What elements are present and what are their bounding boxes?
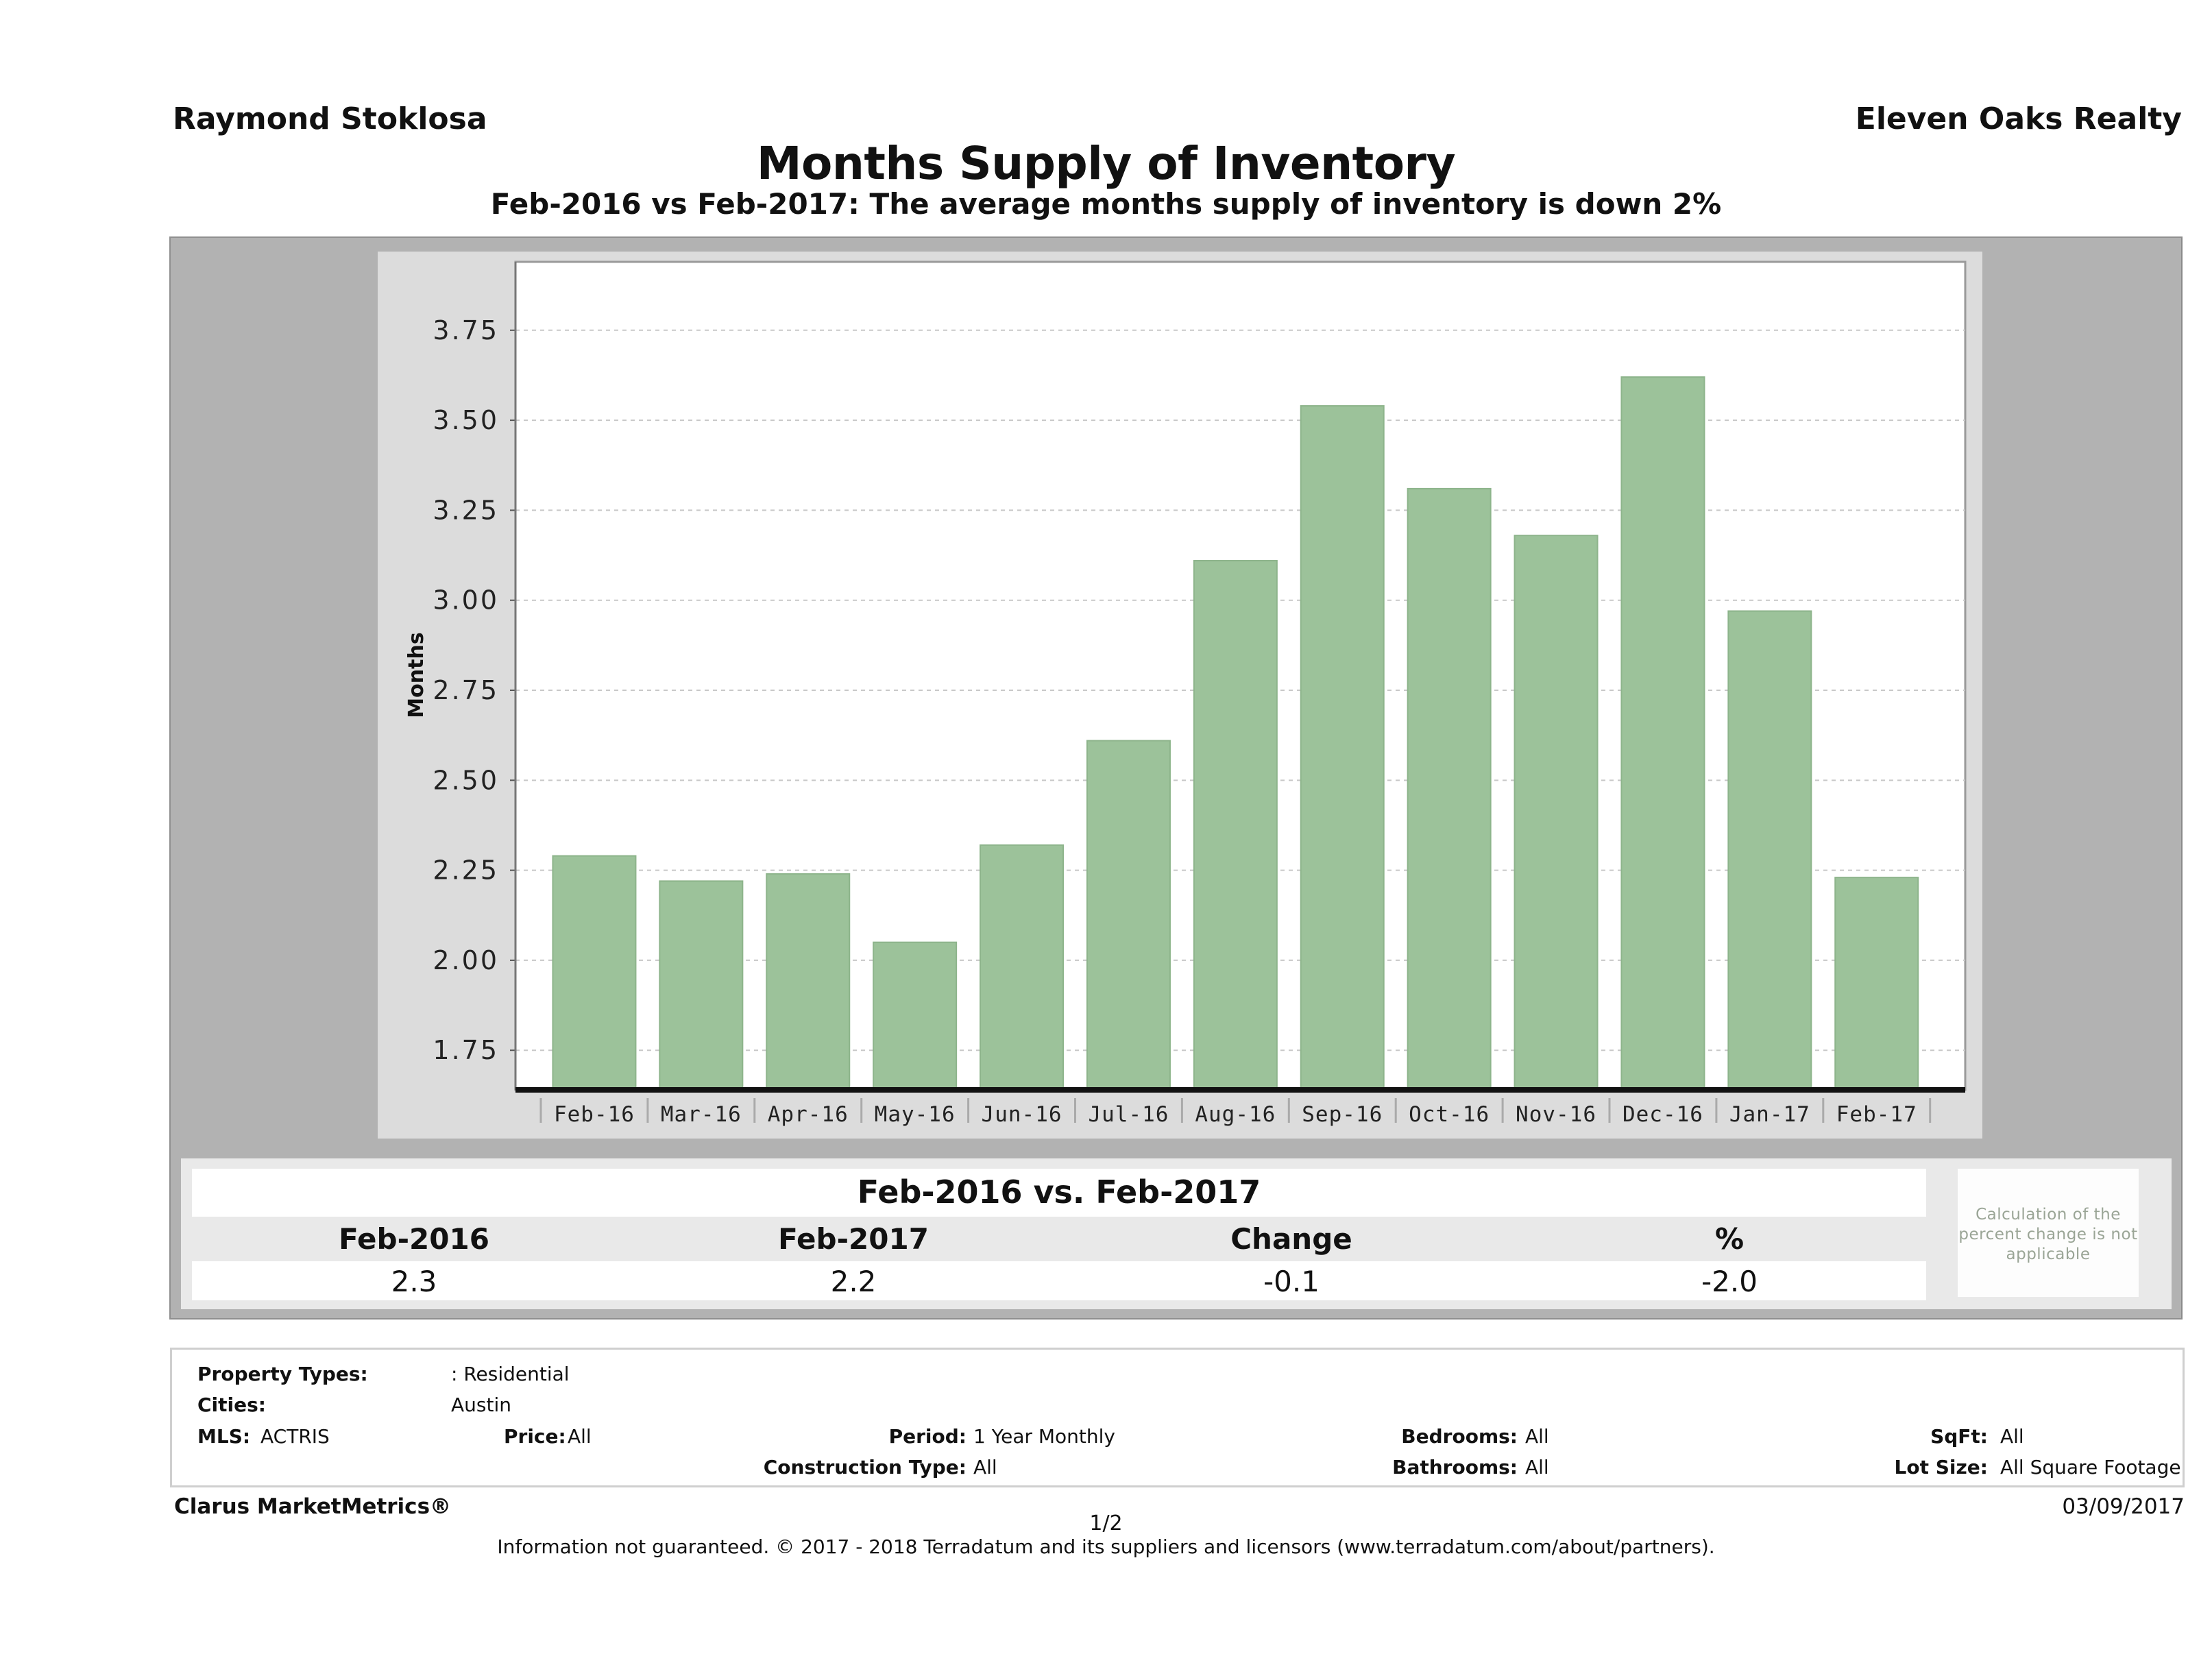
property-types-label: Property Types: — [197, 1363, 368, 1385]
bar-feb-17 — [1834, 877, 1919, 1091]
bar-sep-16 — [1300, 405, 1385, 1091]
bar-jan-17 — [1727, 610, 1812, 1091]
x-tick-label: Feb-17 — [1836, 1102, 1917, 1127]
mls-value: ACTRIS — [260, 1425, 330, 1448]
x-tick-label: Apr-16 — [768, 1102, 849, 1127]
price-label: Price: — [504, 1425, 566, 1448]
footer-brand: Clarus MarketMetrics® — [174, 1494, 452, 1519]
y-tick-label: 2.00 — [433, 945, 499, 975]
cities-label: Cities: — [197, 1394, 266, 1416]
percent-note: Calculation of the percent change is not… — [1958, 1206, 2138, 1263]
bar-jul-16 — [1086, 740, 1171, 1091]
report-date: 03/09/2017 — [2062, 1494, 2185, 1519]
x-tick-label: Sep-16 — [1302, 1102, 1383, 1127]
x-tick-label: Nov-16 — [1516, 1102, 1596, 1127]
report-title: Months Supply of Inventory — [756, 137, 1456, 190]
x-tick-label: Mar-16 — [661, 1102, 742, 1127]
summary-header-feb-2016: Feb-2016 — [339, 1222, 489, 1256]
page-number: 1/2 — [1089, 1511, 1123, 1535]
y-tick-label: 3.50 — [433, 405, 499, 435]
sqft-label: SqFt: — [1930, 1425, 1988, 1448]
period-value: 1 Year Monthly — [973, 1425, 1116, 1448]
cities-value: Austin — [451, 1394, 511, 1416]
x-tick-label: Jan-17 — [1729, 1102, 1810, 1127]
summary-header-row — [192, 1217, 1926, 1261]
summary-header-percent: % — [1714, 1222, 1745, 1256]
y-axis-label: Months — [404, 632, 428, 718]
bar-jun-16 — [980, 844, 1065, 1091]
y-tick-label: 3.00 — [433, 585, 499, 616]
summary-header-change: Change — [1230, 1222, 1352, 1256]
y-tick-label: 2.75 — [433, 675, 499, 705]
bedrooms-value: All — [1525, 1425, 1549, 1448]
company-name: Eleven Oaks Realty — [1855, 101, 2182, 136]
bedrooms-label: Bedrooms: — [1401, 1425, 1518, 1448]
x-tick-label: Feb-16 — [554, 1102, 635, 1127]
summary-value-change: -0.1 — [1263, 1265, 1320, 1298]
summary-title-row — [192, 1169, 1926, 1217]
summary-header-feb-2017: Feb-2017 — [778, 1222, 929, 1256]
bar-mar-16 — [659, 880, 744, 1091]
summary-value-feb-2017: 2.2 — [830, 1265, 877, 1298]
bar-oct-16 — [1407, 487, 1492, 1091]
summary-values-row — [192, 1261, 1926, 1300]
price-value: All — [568, 1425, 592, 1448]
construction-type-label: Construction Type: — [763, 1456, 967, 1479]
summary-value-feb-2016: 2.3 — [391, 1265, 437, 1298]
disclaimer: Information not guaranteed. © 2017 - 201… — [497, 1535, 1715, 1558]
bar-apr-16 — [766, 873, 851, 1091]
x-tick-label: Oct-16 — [1409, 1102, 1490, 1127]
lot-size-label: Lot Size: — [1894, 1456, 1988, 1479]
mls-label: MLS: — [197, 1425, 251, 1448]
bathrooms-value: All — [1525, 1456, 1549, 1479]
lot-size-value: All Square Footage — [2000, 1456, 2181, 1479]
agent-name: Raymond Stoklosa — [173, 101, 487, 136]
bar-may-16 — [873, 941, 958, 1091]
summary-value-percent: -2.0 — [1701, 1265, 1758, 1298]
criteria-box — [170, 1348, 2185, 1487]
property-types-value: : Residential — [451, 1363, 570, 1385]
bar-chart: 1.75 2.00 2.25 2.50 2.75 3.00 3.25 3.50 3.75 Mont… — [404, 260, 1967, 1127]
y-tick-label: 3.25 — [433, 495, 499, 525]
bar-aug-16 — [1193, 559, 1278, 1091]
bar-feb-16 — [552, 855, 637, 1091]
bathrooms-label: Bathrooms: — [1392, 1456, 1518, 1479]
y-tick-label: 1.75 — [433, 1035, 499, 1065]
y-tick-label: 2.50 — [433, 765, 499, 795]
x-tick-label: Dec-16 — [1622, 1102, 1703, 1127]
sqft-value: All — [2000, 1425, 2024, 1448]
period-label: Period: — [888, 1425, 967, 1448]
report-subtitle: Feb-2016 vs Feb-2017: The average months… — [490, 187, 1722, 221]
summary-title: Feb-2016 vs. Feb-2017 — [857, 1174, 1261, 1211]
percent-note-box — [1958, 1169, 2139, 1297]
bar-nov-16 — [1514, 535, 1599, 1091]
x-tick-label: Jun-16 — [982, 1102, 1062, 1127]
y-tick-label: 3.75 — [433, 315, 499, 345]
chart-panel: 1.75 2.00 2.25 2.50 2.75 3.00 3.25 3.50 3.75 Mont… — [378, 252, 1982, 1139]
x-tick-label: Aug-16 — [1195, 1102, 1276, 1127]
y-tick-label: 2.25 — [433, 855, 499, 886]
x-tick-label: Jul-16 — [1088, 1102, 1169, 1127]
construction-type-value: All — [973, 1456, 997, 1479]
x-tick-label: May-16 — [875, 1102, 956, 1127]
bar-dec-16 — [1620, 376, 1705, 1091]
